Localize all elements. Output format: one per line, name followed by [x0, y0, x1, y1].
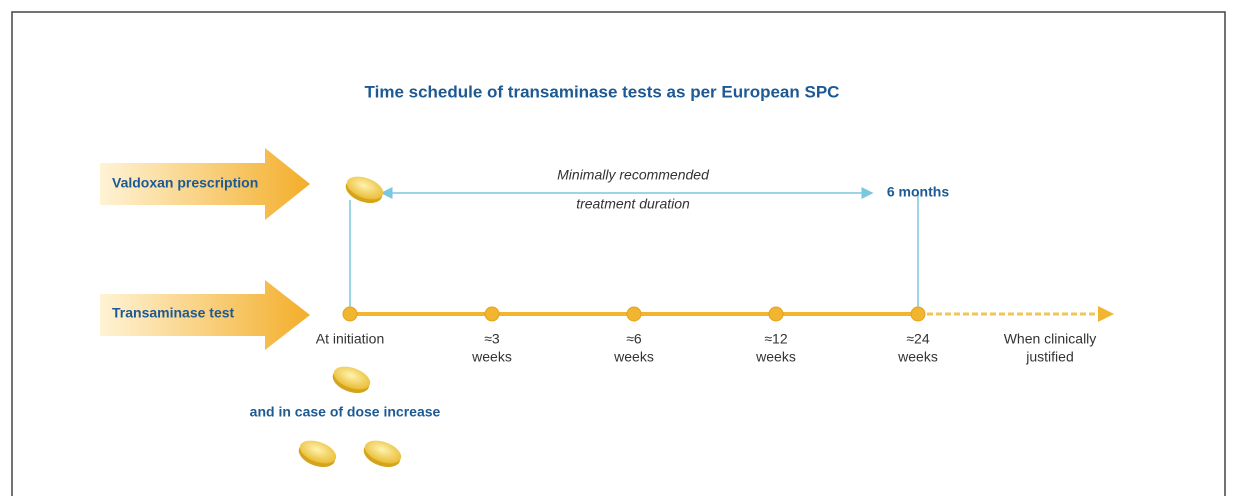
duration-end: 6 months [887, 184, 949, 200]
page: Time schedule of transaminase tests as p… [0, 0, 1235, 496]
milestone-label: ≈3 [484, 331, 500, 347]
diagram: Time schedule of transaminase tests as p… [0, 0, 1235, 496]
row-label: Transaminase test [112, 305, 235, 321]
row-label: Valdoxan prescription [112, 175, 258, 191]
dose-note: and in case of dose increase [250, 404, 441, 420]
milestone-label: weeks [755, 349, 796, 365]
milestone-label: justified [1025, 349, 1073, 365]
pill [360, 436, 404, 472]
milestone-dot [627, 307, 641, 321]
title: Time schedule of transaminase tests as p… [365, 82, 840, 101]
timeline-head [1098, 306, 1114, 322]
milestone-label: weeks [897, 349, 938, 365]
milestone-label: At initiation [316, 331, 384, 347]
duration-text: Minimally recommended [557, 167, 710, 183]
milestone-dot [343, 307, 357, 321]
milestone-label: When clinically [1004, 331, 1097, 347]
milestone-label: weeks [613, 349, 654, 365]
milestone-label: ≈6 [626, 331, 642, 347]
milestone-label: ≈12 [764, 331, 787, 347]
milestone-label: ≈24 [906, 331, 929, 347]
pill [342, 172, 386, 208]
milestone-dot [911, 307, 925, 321]
milestone-dot [485, 307, 499, 321]
duration-text: treatment duration [576, 196, 690, 212]
pill [329, 362, 373, 398]
milestone-label: weeks [471, 349, 512, 365]
pill [295, 436, 339, 472]
milestone-dot [769, 307, 783, 321]
